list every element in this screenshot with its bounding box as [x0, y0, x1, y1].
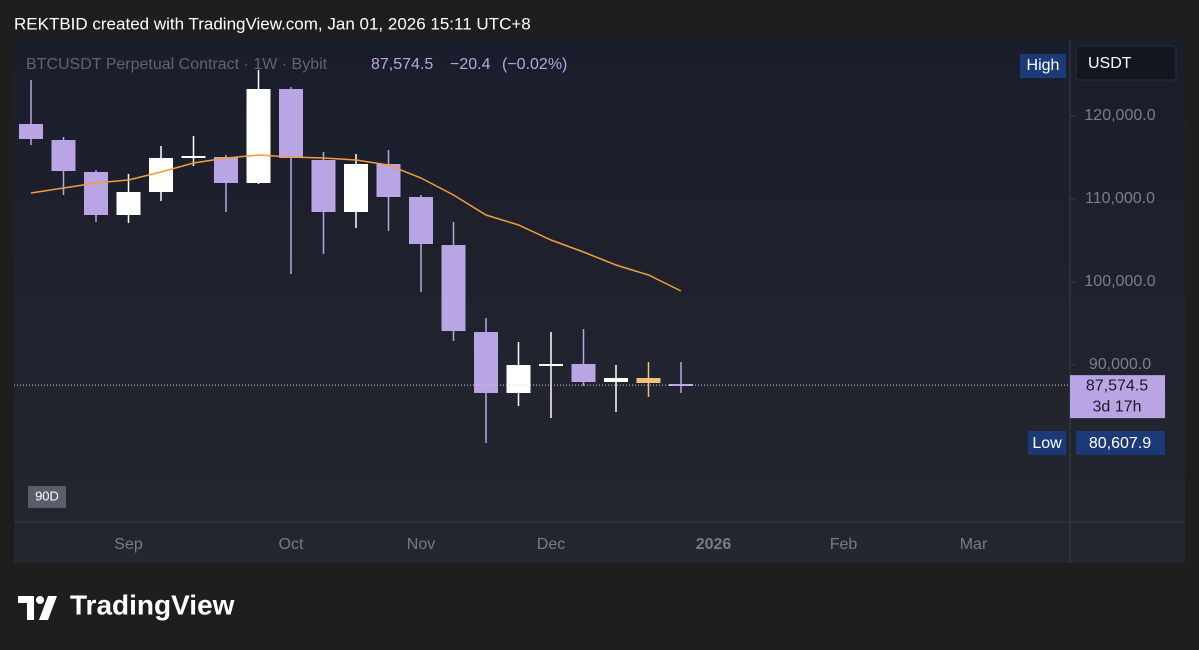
candle-body — [279, 89, 303, 158]
low-value-box — [1076, 430, 1165, 455]
candle-body — [311, 159, 336, 212]
logo — [18, 596, 57, 620]
x-tick-label: 2026 — [696, 536, 732, 553]
candle-body — [84, 172, 108, 216]
chart-panel — [14, 40, 1185, 563]
x-tick-label: Nov — [407, 536, 435, 553]
brand: TradingView — [70, 589, 235, 620]
y-tick-label: 90,000.0 — [1089, 356, 1151, 373]
candle-body — [149, 157, 173, 193]
candle-body — [636, 377, 661, 384]
candle-body — [19, 124, 43, 140]
currency-box[interactable] — [1075, 45, 1177, 81]
low-name: Low — [1032, 435, 1062, 452]
candle-body — [409, 197, 433, 245]
candle-body — [604, 377, 628, 382]
y-tick-label: 110,000.0 — [1085, 190, 1155, 207]
logo-mark — [18, 596, 34, 620]
x-tick-label: Feb — [830, 536, 858, 553]
x-tick-label: Dec — [537, 536, 565, 553]
currency[interactable]: USDT — [1088, 55, 1132, 72]
candle-body — [571, 364, 596, 382]
candle-body — [474, 331, 498, 393]
candle-body — [376, 164, 401, 198]
candle-body — [441, 244, 466, 332]
y-tick-label: 120,000.0 — [1084, 107, 1155, 124]
range-button[interactable]: 90D — [35, 488, 59, 503]
last-price-label: 87,574.5 — [1086, 377, 1148, 394]
logo-slash — [39, 596, 57, 620]
moving-average — [30, 154, 682, 292]
logo-dot — [36, 596, 44, 604]
x-tick-label: Mar — [960, 536, 988, 553]
legend-price: 87,574.5 — [371, 56, 433, 73]
candle-body — [506, 364, 531, 393]
x-tick-label: Sep — [114, 536, 143, 553]
header: REKTBID created with TradingView.com, Ja… — [14, 14, 531, 33]
high-label-box — [1020, 54, 1066, 78]
high-label: High — [1027, 57, 1060, 74]
candle-body — [51, 140, 76, 172]
candle-body — [246, 89, 271, 183]
candle-body — [539, 364, 563, 367]
candle-body — [181, 155, 206, 158]
legend-change-percent: (−0.02%) — [502, 56, 567, 73]
legend-title: BTCUSDT Perpetual Contract · 1W · Bybit — [26, 56, 328, 73]
range-button-box[interactable] — [28, 486, 66, 508]
last-price-box — [1070, 375, 1165, 419]
low-name-box — [1028, 430, 1066, 455]
countdown: 3d 17h — [1093, 398, 1142, 415]
candle-body — [116, 192, 141, 216]
legend-change: −20.4 — [450, 56, 491, 73]
y-tick-label: 100,000.0 — [1084, 273, 1155, 290]
candle-body — [214, 157, 238, 183]
candle-body — [344, 164, 368, 212]
x-tick-label: Oct — [279, 536, 304, 553]
low-value: 80,607.9 — [1089, 435, 1151, 452]
